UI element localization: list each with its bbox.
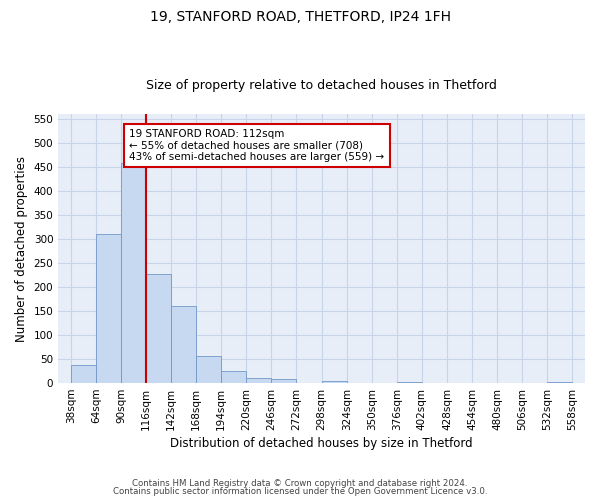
- Text: Contains public sector information licensed under the Open Government Licence v3: Contains public sector information licen…: [113, 487, 487, 496]
- Bar: [322, 380, 347, 383]
- X-axis label: Distribution of detached houses by size in Thetford: Distribution of detached houses by size …: [170, 437, 473, 450]
- Bar: [271, 379, 296, 383]
- Text: 19, STANFORD ROAD, THETFORD, IP24 1FH: 19, STANFORD ROAD, THETFORD, IP24 1FH: [149, 10, 451, 24]
- Bar: [171, 306, 196, 383]
- Title: Size of property relative to detached houses in Thetford: Size of property relative to detached ho…: [146, 79, 497, 92]
- Bar: [121, 164, 146, 383]
- Bar: [146, 274, 171, 383]
- Bar: [96, 234, 121, 383]
- Text: Contains HM Land Registry data © Crown copyright and database right 2024.: Contains HM Land Registry data © Crown c…: [132, 478, 468, 488]
- Bar: [196, 356, 221, 383]
- Bar: [247, 378, 271, 383]
- Text: 19 STANFORD ROAD: 112sqm
← 55% of detached houses are smaller (708)
43% of semi-: 19 STANFORD ROAD: 112sqm ← 55% of detach…: [129, 129, 385, 162]
- Y-axis label: Number of detached properties: Number of detached properties: [15, 156, 28, 342]
- Bar: [221, 371, 247, 383]
- Bar: [71, 365, 96, 383]
- Bar: [397, 382, 422, 383]
- Bar: [547, 382, 572, 383]
